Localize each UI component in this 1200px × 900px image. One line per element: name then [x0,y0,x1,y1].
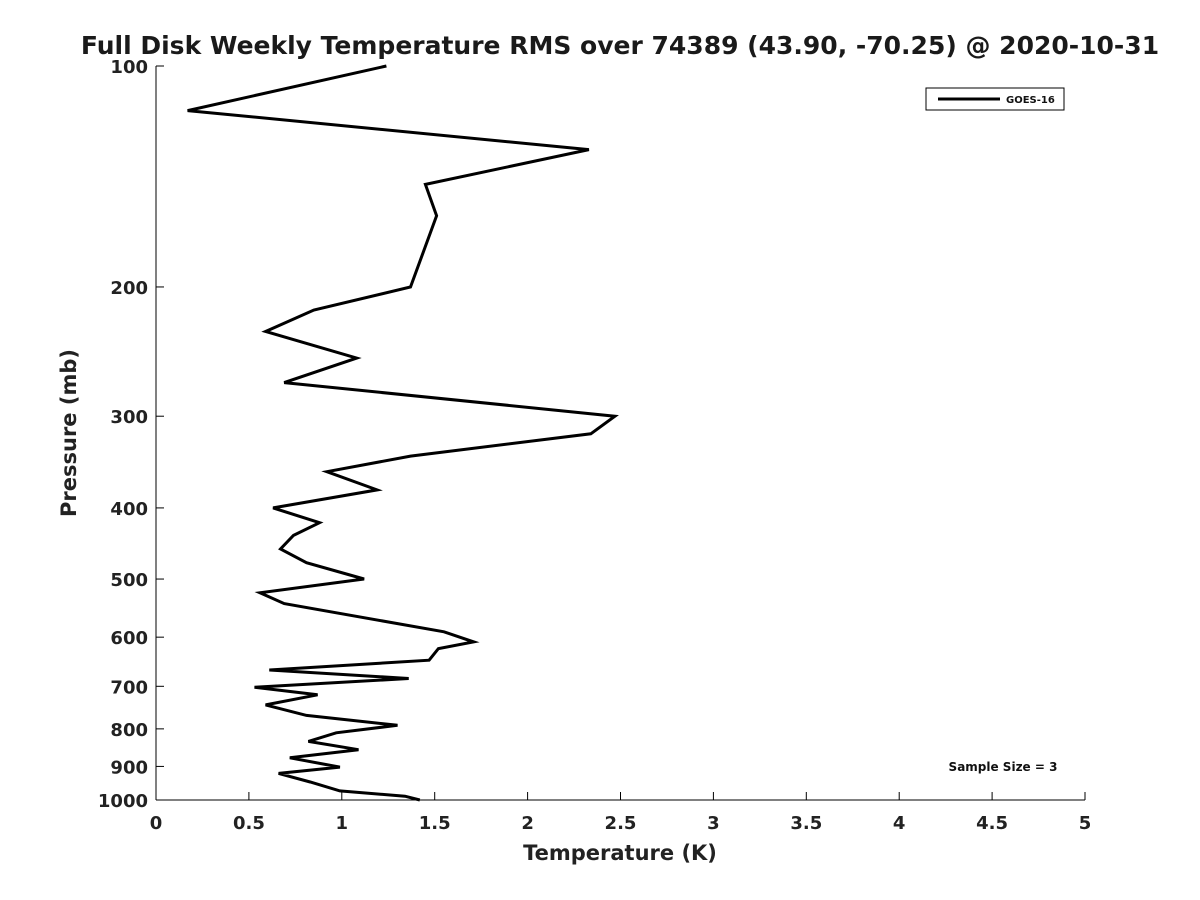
x-tick-label: 3 [707,813,720,834]
x-tick-label: 2 [521,813,534,834]
y-tick-label: 800 [110,720,148,741]
chart-title: Full Disk Weekly Temperature RMS over 74… [81,31,1159,60]
x-ticks: 0 0.5 1 1.5 2 2.5 3 3.5 4 4.5 5 [150,792,1092,834]
y-tick-label: 1000 [98,791,148,812]
y-tick-label: 400 [110,499,148,520]
x-tick-label: 1.5 [419,813,451,834]
y-tick-label: 300 [110,407,148,428]
x-tick-label: 1 [336,813,349,834]
y-ticks: 100 200 300 400 500 600 700 800 900 1000 [98,57,164,812]
y-tick-label: 200 [110,278,148,299]
y-tick-label: 900 [110,757,148,778]
y-tick-label: 600 [110,628,148,649]
x-tick-label: 0.5 [233,813,265,834]
sample-size-annotation: Sample Size = 3 [949,760,1058,774]
x-axis-label: Temperature (K) [523,841,717,865]
x-tick-label: 2.5 [605,813,637,834]
y-tick-label: 500 [110,570,148,591]
x-tick-label: 4.5 [976,813,1008,834]
legend: GOES-16 [925,87,1065,111]
series-line-goes-16 [187,64,619,802]
legend-label-goes-16: GOES-16 [1006,95,1055,106]
x-tick-label: 0 [150,813,163,834]
x-tick-label: 5 [1079,813,1092,834]
y-axis-label: Pressure (mb) [57,349,81,517]
plot-area: 0 0.5 1 1.5 2 2.5 3 3.5 4 4.5 5 100 200 300 400 500 600… [98,57,1091,834]
x-tick-label: 4 [893,813,906,834]
y-tick-label: 100 [110,57,148,78]
y-tick-label: 700 [110,677,148,698]
x-tick-label: 3.5 [790,813,822,834]
